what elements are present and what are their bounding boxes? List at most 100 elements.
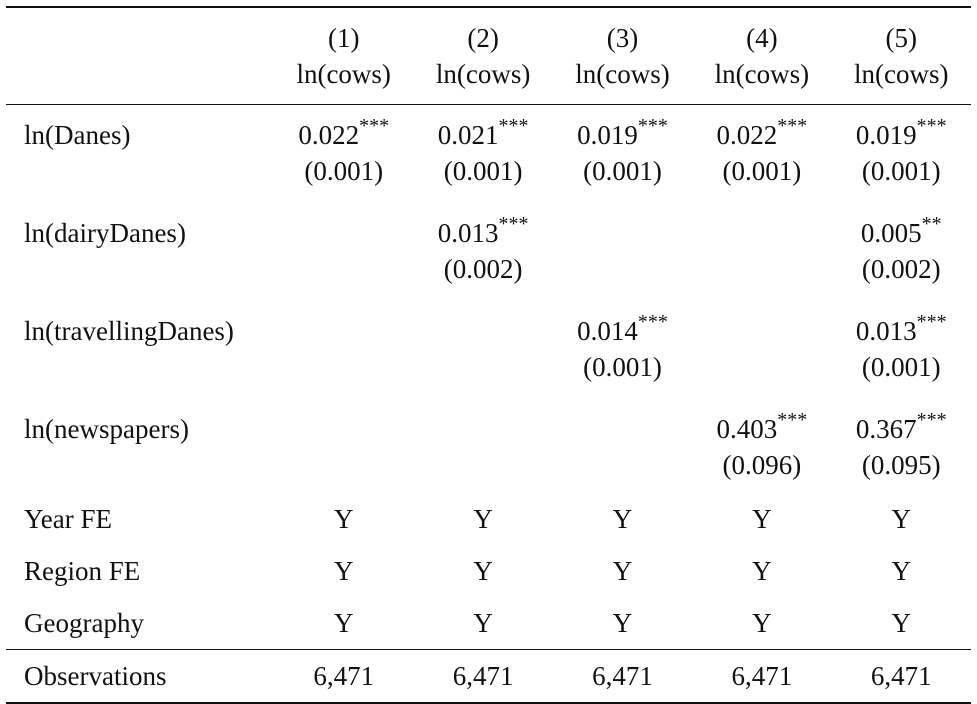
coefficient: 0.367: [855, 414, 917, 444]
fe-indicator: Y: [473, 556, 493, 586]
standard-error: (0.095): [861, 450, 941, 480]
row-label: ln(travellingDanes): [24, 316, 234, 346]
coefficient: 0.022: [298, 120, 360, 150]
fe-indicator: Y: [612, 556, 633, 586]
row-label: Geography: [24, 608, 144, 638]
column-dependent-variable: ln(cows): [575, 59, 670, 89]
regression-table-container: (1) ln(cows) (2) ln(cows) (3) ln(cows) (…: [6, 6, 971, 704]
coef-cell: 0.019*** (0.001): [553, 105, 692, 206]
row-label: Observations: [6, 649, 274, 704]
coef-cell: [692, 303, 831, 401]
coef-cell: 0.022*** (0.001): [692, 105, 831, 206]
coef-row-ln-dairydanes: ln(dairyDanes) 0.013*** (0.002): [6, 205, 971, 303]
coef-row-ln-danes: ln(Danes) 0.022*** (0.001) 0.021*** (0.0…: [6, 105, 971, 206]
coef-cell: [274, 205, 413, 303]
coef-cell: 0.021*** (0.001): [413, 105, 552, 206]
coefficient: 0.403: [716, 414, 778, 444]
fe-indicator: Y: [752, 504, 772, 534]
header-row: (1) ln(cows) (2) ln(cows) (3) ln(cows) (…: [6, 6, 971, 105]
significance-stars: ***: [498, 115, 529, 137]
column-number: (3): [606, 23, 639, 53]
fe-indicator: Y: [752, 608, 772, 638]
fe-indicator: Y: [333, 556, 354, 586]
column-dependent-variable: ln(cows): [714, 59, 810, 89]
row-label: ln(dairyDanes): [24, 218, 186, 248]
standard-error: (0.001): [583, 352, 662, 382]
fe-indicator: Y: [891, 504, 912, 534]
coef-row-ln-newspapers: ln(newspapers) 0.403*** (0.096): [6, 401, 971, 499]
fe-indicator: Y: [333, 608, 354, 638]
coef-cell: 0.022*** (0.001): [274, 105, 413, 206]
coefficient: 0.019: [577, 120, 638, 150]
significance-stars: ***: [777, 115, 808, 137]
coefficient: 0.013: [437, 218, 499, 248]
column-header-5: (5) ln(cows): [831, 6, 971, 105]
coef-cell: 0.014*** (0.001): [553, 303, 692, 401]
significance-stars: ***: [916, 311, 947, 333]
column-header-3: (3) ln(cows): [552, 6, 693, 105]
significance-stars: ***: [777, 409, 808, 431]
fe-indicator: Y: [473, 608, 493, 638]
observations-count: 6,471: [413, 649, 553, 704]
significance-stars: ***: [916, 115, 947, 137]
fe-indicator: Y: [333, 504, 354, 534]
fe-indicator: Y: [891, 556, 912, 586]
coefficient: 0.013: [855, 316, 917, 346]
significance-stars: ***: [916, 409, 947, 431]
column-dependent-variable: ln(cows): [435, 59, 531, 89]
coef-cell: 0.367*** (0.095): [832, 401, 971, 499]
standard-error: (0.001): [861, 156, 941, 186]
regression-table: (1) ln(cows) (2) ln(cows) (3) ln(cows) (…: [6, 6, 971, 704]
coef-cell: [553, 401, 692, 499]
column-number: (5): [885, 23, 918, 53]
significance-stars: ***: [359, 115, 390, 137]
significance-stars: ***: [637, 311, 668, 333]
standard-error: (0.001): [583, 156, 662, 186]
header-stub: [6, 6, 274, 105]
coef-cell: [274, 303, 413, 401]
column-number: (2): [467, 23, 499, 53]
fe-row-geography: Geography Y Y Y Y Y: [6, 597, 971, 650]
coef-cell: [274, 401, 413, 499]
coef-cell: [553, 205, 692, 303]
row-label: ln(newspapers): [24, 414, 189, 444]
coef-cell: 0.019*** (0.001): [832, 105, 971, 206]
column-number: (4): [746, 23, 778, 53]
coef-cell: 0.013*** (0.002): [413, 205, 552, 303]
coefficient: 0.005: [860, 218, 922, 248]
column-dependent-variable: ln(cows): [854, 59, 949, 89]
significance-stars: ***: [637, 115, 668, 137]
column-header-2: (2) ln(cows): [413, 6, 553, 105]
fe-row-region: Region FE Y Y Y Y Y: [6, 545, 971, 597]
coefficient: 0.014: [577, 316, 638, 346]
observations-count: 6,471: [552, 649, 693, 704]
column-header-1: (1) ln(cows): [274, 6, 414, 105]
row-label: ln(Danes): [24, 120, 131, 150]
standard-error: (0.096): [722, 450, 802, 480]
standard-error: (0.001): [443, 156, 523, 186]
coefficient: 0.022: [716, 120, 778, 150]
coef-cell: [692, 205, 831, 303]
coef-cell: 0.013*** (0.001): [832, 303, 971, 401]
significance-stars: ***: [498, 213, 529, 235]
coef-cell: [413, 401, 552, 499]
row-label: Region FE: [24, 556, 141, 586]
column-dependent-variable: ln(cows): [296, 59, 391, 89]
fe-indicator: Y: [752, 556, 772, 586]
fe-indicator: Y: [891, 608, 912, 638]
coef-row-ln-travellingdanes: ln(travellingDanes) 0.014*** (0.001): [6, 303, 971, 401]
coef-cell: 0.005** (0.002): [832, 205, 971, 303]
column-header-4: (4) ln(cows): [692, 6, 832, 105]
coefficient: 0.019: [855, 120, 917, 150]
observations-count: 6,471: [692, 649, 832, 704]
standard-error: (0.002): [861, 254, 941, 284]
observations-row: Observations 6,471 6,471 6,471 6,471 6,4…: [6, 649, 971, 704]
fe-indicator: Y: [612, 608, 633, 638]
fe-row-year: Year FE Y Y Y Y Y: [6, 499, 971, 545]
fe-indicator: Y: [612, 504, 633, 534]
coef-cell: 0.403*** (0.096): [692, 401, 831, 499]
coefficient: 0.021: [437, 120, 499, 150]
observations-count: 6,471: [274, 649, 414, 704]
coef-cell: [413, 303, 552, 401]
observations-count: 6,471: [831, 649, 971, 704]
